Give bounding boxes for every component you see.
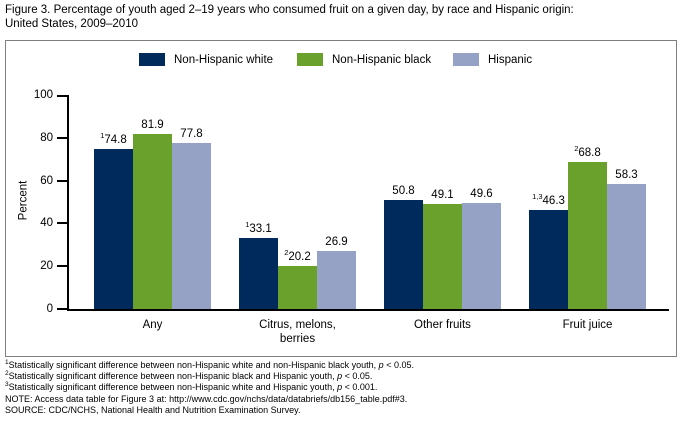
bar-group-fruit-juice: 1,346.3 268.8 58.3 bbox=[529, 95, 646, 309]
bar-value-label: 174.8 bbox=[100, 131, 127, 146]
legend-item-non-hispanic-white: Non-Hispanic white bbox=[139, 53, 273, 66]
bar-value-label: 81.9 bbox=[141, 118, 164, 131]
bar-non-hispanic-black-fruit-juice bbox=[568, 161, 607, 309]
legend: Non-Hispanic white Non-Hispanic black Hisp… bbox=[6, 53, 676, 69]
y-axis-tick-label: 20 bbox=[40, 260, 53, 272]
y-axis-tick bbox=[57, 180, 67, 182]
y-axis-tick bbox=[57, 265, 67, 267]
footnote-line: SOURCE: CDC/NCHS, National Health and Nu… bbox=[5, 404, 301, 415]
bar-value-label: 77.8 bbox=[180, 127, 203, 140]
plot-area: Percent 0 20 40 60 80 100 174.8 81.9 77.8 133.1 22… bbox=[18, 89, 669, 315]
bar-hispanic-citrus-melons-berries bbox=[317, 251, 356, 309]
bar-non-hispanic-white-any bbox=[94, 148, 133, 309]
y-axis-tick-label: 60 bbox=[40, 175, 53, 187]
bar-group-citrus-melons-berries: 133.1 220.2 26.9 bbox=[239, 95, 356, 309]
y-axis-tick-label: 40 bbox=[40, 217, 53, 229]
bar-value-label: 49.6 bbox=[470, 187, 493, 200]
footnote-line: 3Statistically significant difference be… bbox=[5, 381, 378, 393]
x-axis-category-label: Citrus, melons, berries bbox=[259, 319, 336, 345]
y-axis-tick bbox=[57, 137, 67, 139]
bar-slot: 1,346.3 bbox=[529, 95, 568, 309]
bar-non-hispanic-white-other-fruits bbox=[384, 200, 423, 309]
bar-slot: 49.1 bbox=[423, 95, 462, 309]
bar-slot: 49.6 bbox=[462, 95, 501, 309]
bar-non-hispanic-white-citrus-melons-berries bbox=[239, 238, 278, 309]
y-axis-tick-label: 80 bbox=[40, 132, 53, 144]
bar-hispanic-fruit-juice bbox=[607, 184, 646, 309]
legend-label: Non-Hispanic white bbox=[174, 53, 274, 66]
legend-item-hispanic: Hispanic bbox=[453, 53, 532, 66]
y-axis-tick bbox=[57, 222, 67, 224]
y-axis-tick bbox=[57, 95, 67, 97]
bar-value-label: 26.9 bbox=[325, 236, 348, 249]
footnote-line: 1Statistically significant difference be… bbox=[5, 359, 414, 370]
bar-slot: 81.9 bbox=[133, 95, 172, 309]
legend-swatch-non-hispanic-black bbox=[297, 53, 323, 66]
bar-value-label: 50.8 bbox=[392, 185, 415, 198]
y-axis-tick-label: 0 bbox=[46, 303, 53, 315]
bar-slot: 58.3 bbox=[607, 95, 646, 309]
figure-title: Figure 3. Percentage of youth aged 2–19 … bbox=[5, 4, 574, 30]
bar-group-other-fruits: 50.8 49.1 49.6 bbox=[384, 95, 501, 309]
bar-slot: 77.8 bbox=[172, 95, 211, 309]
bar-value-label: 1,346.3 bbox=[532, 192, 565, 207]
footnote-line: NOTE: Access data table for Figure 3 at:… bbox=[5, 393, 408, 404]
bar-hispanic-any bbox=[172, 142, 211, 309]
bar-value-label: 58.3 bbox=[615, 169, 638, 182]
legend-swatch-non-hispanic-white bbox=[139, 53, 165, 66]
bar-non-hispanic-black-any bbox=[133, 133, 172, 309]
bar-non-hispanic-black-other-fruits bbox=[423, 203, 462, 309]
y-axis-tick bbox=[57, 308, 67, 310]
bar-value-label: 268.8 bbox=[574, 143, 601, 159]
footnotes: 1Statistically significant difference be… bbox=[5, 359, 414, 416]
bar-slot: 26.9 bbox=[317, 95, 356, 309]
bar-slot: 220.2 bbox=[278, 95, 317, 309]
bar-value-label: 133.1 bbox=[245, 220, 272, 236]
bar-non-hispanic-white-fruit-juice bbox=[529, 209, 568, 309]
bar-slot: 174.8 bbox=[94, 95, 133, 309]
bar-slot: 50.8 bbox=[384, 95, 423, 309]
x-axis-category-label: Fruit juice bbox=[562, 319, 613, 331]
bar-slot: 133.1 bbox=[239, 95, 278, 309]
bar-group-any: 174.8 81.9 77.8 bbox=[94, 95, 211, 309]
bar-hispanic-other-fruits bbox=[462, 202, 501, 309]
bar-slot: 268.8 bbox=[568, 95, 607, 309]
legend-swatch-hispanic bbox=[453, 53, 479, 66]
bar-value-label: 220.2 bbox=[284, 247, 311, 263]
x-axis-category-label: Any bbox=[142, 319, 163, 331]
legend-label: Hispanic bbox=[488, 53, 533, 66]
x-axis-category-label: Other fruits bbox=[414, 319, 471, 331]
bar-value-label: 49.1 bbox=[431, 188, 454, 201]
bar-non-hispanic-black-citrus-melons-berries bbox=[278, 265, 317, 309]
legend-item-non-hispanic-black: Non-Hispanic black bbox=[297, 53, 431, 66]
y-axis-tick-label: 100 bbox=[33, 89, 53, 101]
chart-frame: Non-Hispanic white Non-Hispanic black Hisp… bbox=[5, 40, 677, 357]
legend-label: Non-Hispanic black bbox=[332, 53, 432, 66]
footnote-line: 2Statistically significant difference be… bbox=[5, 370, 373, 382]
